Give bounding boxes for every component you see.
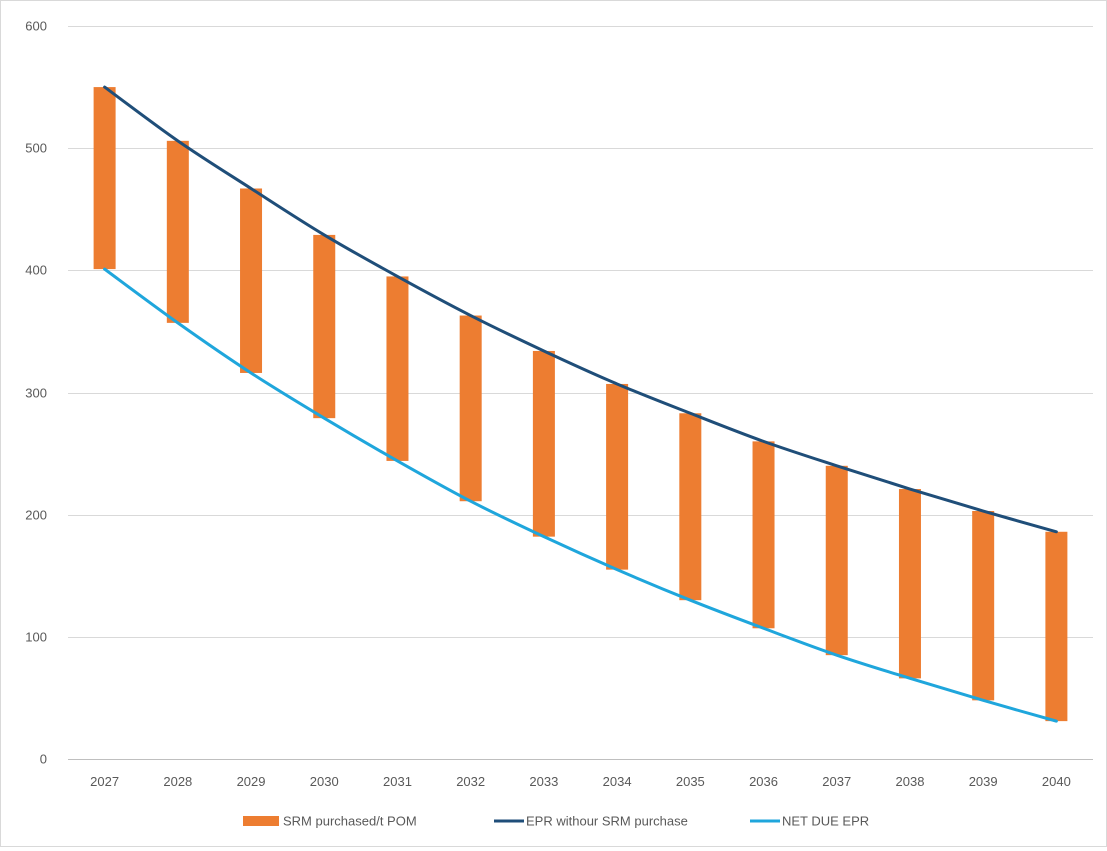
y-tick-label: 0: [40, 752, 47, 767]
bar-srm-purchased: [166, 140, 189, 323]
bar-srm-purchased: [93, 87, 116, 270]
x-axis-ticks: 2027 2028 2029 2030 2031 2032 2033 2034 2035 2036…: [90, 774, 1071, 789]
bar-srm-purchased: [386, 276, 409, 461]
x-tick-label: 2039: [969, 774, 998, 789]
bar-srm-purchased: [752, 441, 775, 629]
bar-srm-purchased: [240, 188, 263, 373]
x-tick-label: 2033: [529, 774, 558, 789]
x-tick-label: 2036: [749, 774, 778, 789]
x-tick-label: 2031: [383, 774, 412, 789]
legend-label: EPR withour SRM purchase: [526, 814, 688, 829]
x-tick-label: 2030: [310, 774, 339, 789]
bar-srm-purchased: [532, 350, 555, 537]
x-tick-label: 2040: [1042, 774, 1071, 789]
legend-label: NET DUE EPR: [782, 814, 869, 829]
x-tick-label: 2035: [676, 774, 705, 789]
y-tick-label: 400: [25, 263, 47, 278]
bar-layer: [93, 87, 1068, 722]
x-tick-label: 2032: [456, 774, 485, 789]
y-tick-label: 100: [25, 630, 47, 645]
x-tick-label: 2029: [237, 774, 266, 789]
y-tick-label: 300: [25, 386, 47, 401]
bar-srm-purchased: [606, 383, 629, 570]
legend-label: SRM purchased/t POM: [283, 814, 417, 829]
y-tick-label: 200: [25, 508, 47, 523]
bar-srm-purchased: [1045, 531, 1068, 722]
x-tick-label: 2028: [163, 774, 192, 789]
bar-srm-purchased: [898, 489, 921, 679]
bar-srm-purchased: [679, 413, 702, 601]
x-tick-label: 2034: [603, 774, 632, 789]
x-tick-label: 2037: [822, 774, 851, 789]
line-layer: [103, 85, 1058, 723]
y-tick-label: 600: [25, 19, 47, 34]
bar-srm-purchased: [459, 315, 482, 502]
line-epr-without-srm: [103, 85, 1058, 534]
x-tick-label: 2027: [90, 774, 119, 789]
bar-srm-purchased: [972, 511, 995, 701]
grid-layer: [68, 26, 1093, 760]
y-tick-label: 500: [25, 141, 47, 156]
y-axis-ticks: 0 100 200 300 400 500 600: [25, 19, 47, 767]
bar-srm-purchased: [313, 234, 336, 419]
line-net-due-epr: [103, 267, 1058, 723]
bar-srm-purchased: [825, 465, 848, 656]
legend-swatch-bar: [243, 816, 279, 826]
legend: SRM purchased/t POM EPR withour SRM purch…: [243, 814, 869, 829]
x-tick-label: 2038: [896, 774, 925, 789]
